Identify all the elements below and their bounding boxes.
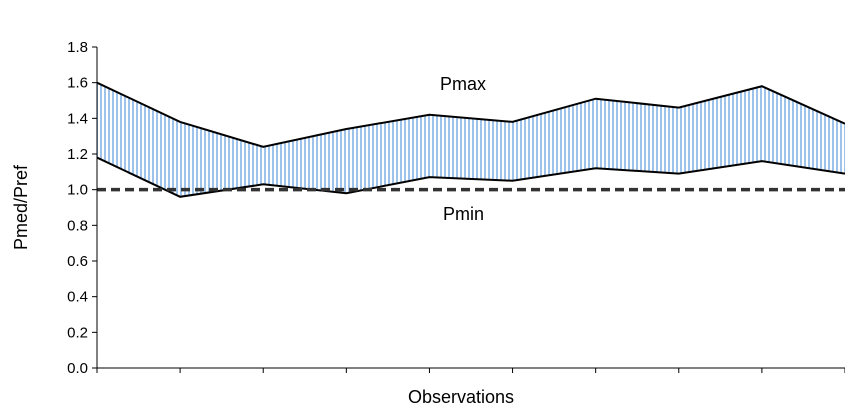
y-tick-label: 1.2 bbox=[67, 146, 88, 163]
series-line-pmax bbox=[96, 81, 845, 148]
band-fill bbox=[97, 82, 845, 197]
y-tick-label: 0.0 bbox=[67, 360, 88, 377]
x-axis-title: Observations bbox=[408, 387, 514, 407]
y-tick-label: 1.0 bbox=[67, 182, 88, 199]
series-line-pmin bbox=[96, 156, 845, 198]
y-tick-label: 0.2 bbox=[67, 324, 88, 341]
annotation-pmax: Pmax bbox=[440, 74, 486, 94]
y-axis-title: Pmed/Pref bbox=[11, 164, 31, 250]
annotation-pmin: Pmin bbox=[443, 204, 484, 224]
y-tick-label: 1.8 bbox=[67, 39, 88, 56]
y-tick-label: 0.8 bbox=[67, 217, 88, 234]
y-tick-label: 1.6 bbox=[67, 75, 88, 92]
y-tick-label: 1.4 bbox=[67, 110, 88, 127]
y-tick-label: 0.4 bbox=[67, 289, 88, 306]
y-tick-label: 0.6 bbox=[67, 253, 88, 270]
